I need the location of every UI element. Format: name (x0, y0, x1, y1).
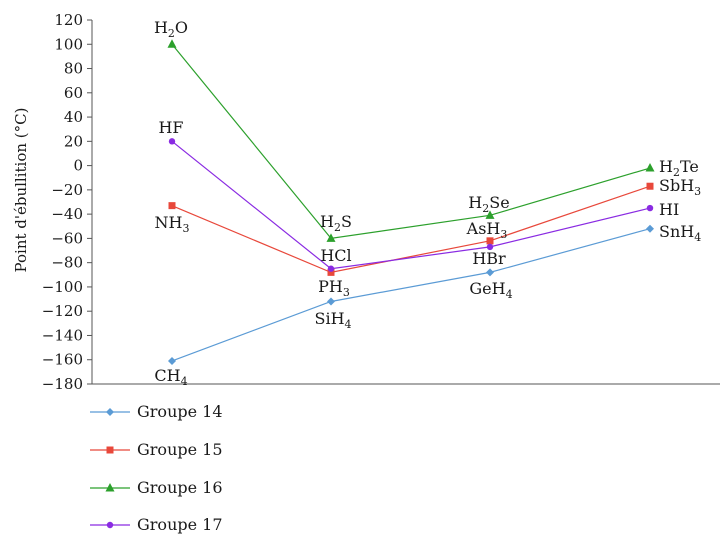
data-point (486, 243, 494, 251)
y-tick-label: −120 (42, 302, 83, 320)
compound-label: H2Te (659, 157, 699, 179)
data-point (646, 182, 654, 190)
y-tick-label: 80 (64, 60, 83, 78)
series-layer (167, 39, 655, 365)
data-point (327, 265, 335, 272)
data-point (168, 356, 176, 365)
compound-label: HF (158, 118, 183, 137)
y-tick-label: 20 (64, 132, 83, 150)
compound-label: H2Se (468, 193, 509, 215)
compound-label: H2S (320, 212, 352, 234)
series-3 (167, 39, 655, 242)
compound-label: GeH4 (469, 279, 512, 301)
legend-marker (105, 483, 115, 492)
compound-label: SbH3 (659, 176, 701, 198)
y-tick-label: −100 (42, 278, 83, 296)
y-tick-label: 40 (64, 108, 83, 126)
y-tick-label: 0 (73, 157, 83, 175)
data-point (645, 163, 655, 172)
data-point (646, 224, 654, 233)
compound-label: CH4 (154, 366, 187, 388)
data-point (168, 138, 176, 145)
legend-label: Groupe 17 (137, 515, 223, 534)
data-point (646, 204, 654, 212)
data-point (486, 237, 494, 245)
y-tick-label: −160 (42, 351, 83, 369)
legend-marker (106, 521, 114, 529)
legend-label: Groupe 16 (137, 478, 223, 497)
series-2 (168, 182, 654, 276)
compound-label: AsH3 (466, 219, 508, 241)
y-tick-label: −180 (42, 375, 83, 393)
y-tick-label: −140 (42, 326, 83, 344)
y-tick-label: −80 (51, 254, 83, 272)
data-point (326, 233, 336, 242)
legend: Groupe 14 Groupe 15 Groupe 16 Groupe 17 (90, 402, 223, 534)
y-axis: 120 100 80 60 40 20 0 −20 −40 −60 −80 −100 −120 −140 −… (42, 11, 93, 393)
compound-label: SnH4 (659, 222, 701, 244)
compound-label: H2O (154, 18, 188, 40)
series-4 (168, 138, 654, 272)
compound-label: HI (659, 200, 679, 219)
legend-item: Groupe 16 (90, 478, 223, 497)
legend-label: Groupe 15 (137, 440, 223, 459)
legend-item: Groupe 17 (90, 515, 223, 534)
legend-item: Groupe 15 (90, 440, 223, 459)
y-tick-label: 100 (54, 35, 83, 53)
series-line (171, 185, 651, 273)
legend-label: Groupe 14 (137, 402, 223, 421)
series-line (171, 140, 651, 270)
compound-label: HBr (472, 249, 506, 268)
point-label-layer: CH4 SiH4 GeH4 SnH4 NH3 PH3 AsH3 SbH3 H2O H2S H2Se H… (154, 18, 701, 388)
data-point (486, 268, 494, 277)
y-axis-label: Point d'ébullition (°C) (12, 108, 30, 273)
data-point (327, 297, 335, 306)
compound-label: HCl (320, 246, 351, 265)
compound-label: SiH4 (314, 309, 351, 331)
y-tick-label: 120 (54, 11, 83, 29)
legend-item: Groupe 14 (90, 402, 223, 421)
y-tick-label: −60 (51, 229, 83, 247)
series-line (171, 43, 651, 240)
data-point (167, 39, 177, 48)
y-tick-label: 60 (64, 84, 83, 102)
compound-label: PH3 (318, 277, 350, 299)
data-point (168, 202, 176, 210)
legend-marker (106, 408, 114, 416)
compound-label: NH3 (155, 213, 190, 235)
series-line (171, 228, 651, 362)
data-point (327, 268, 335, 276)
data-point (485, 210, 495, 219)
legend-marker (106, 446, 114, 454)
y-tick-label: −40 (51, 205, 83, 223)
y-tick-label: −20 (51, 181, 83, 199)
series-1 (168, 224, 654, 365)
